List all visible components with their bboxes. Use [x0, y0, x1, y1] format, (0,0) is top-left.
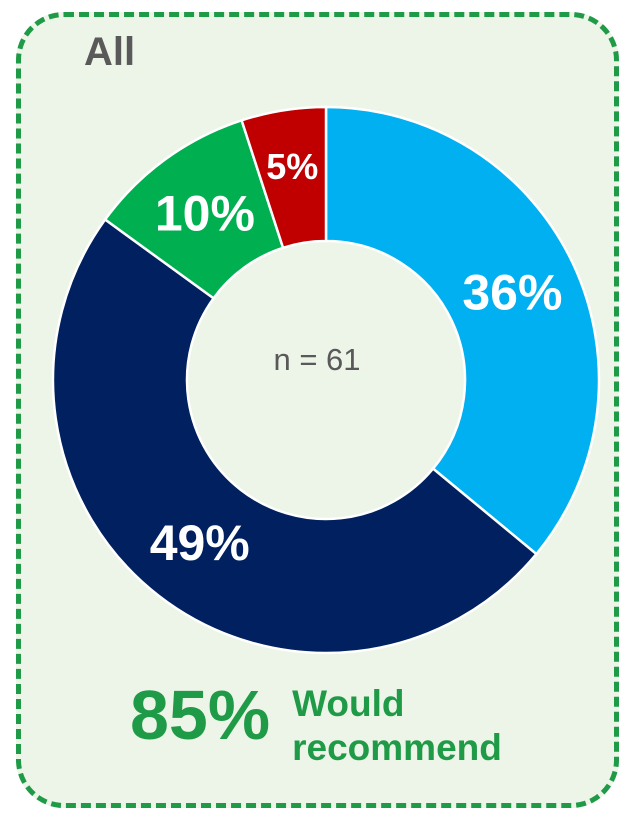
donut-slice-1 [51, 217, 539, 655]
recommend-percentage: 85% [130, 676, 271, 754]
donut-slice-label-1: 49% [150, 515, 250, 571]
donut-slice-3 [240, 105, 328, 250]
donut-slice-labels: 36% 49% 10% 5% [150, 146, 563, 571]
recommend-label-line1: Would [292, 683, 405, 724]
donut-slice-0 [324, 105, 601, 556]
recommend-label-line2: recommend [292, 727, 502, 769]
donut-slice-label-0: 36% [462, 264, 562, 320]
donut-slices [51, 105, 601, 655]
recommend-summary: 85% Would recommend [130, 678, 502, 771]
recommend-label: Would recommend [292, 682, 502, 771]
donut-slice-label-3: 5% [266, 146, 318, 187]
panel-title: All [84, 30, 136, 74]
donut-slice-label-2: 10% [155, 185, 255, 241]
donut-center-label: n = 61 [273, 342, 360, 377]
